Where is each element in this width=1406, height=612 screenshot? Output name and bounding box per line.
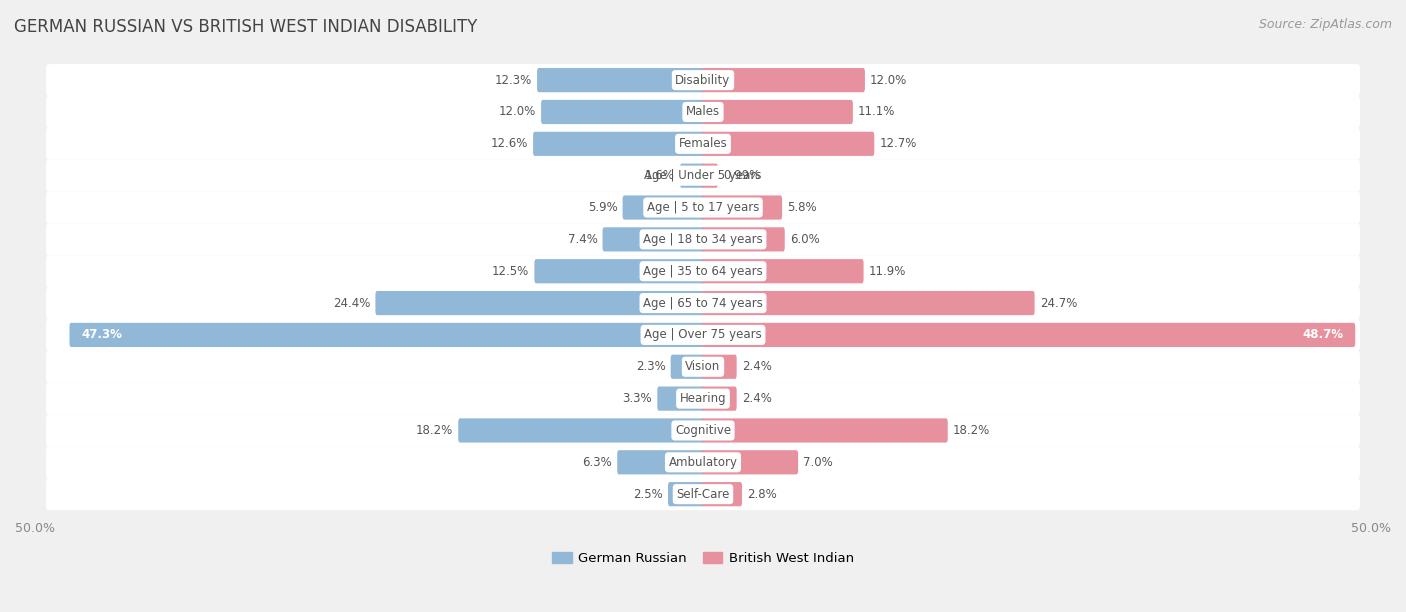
FancyBboxPatch shape [702,132,875,156]
FancyBboxPatch shape [702,259,863,283]
Text: 12.3%: 12.3% [495,73,531,87]
Text: 2.3%: 2.3% [636,360,665,373]
FancyBboxPatch shape [46,255,1360,287]
FancyBboxPatch shape [46,478,1360,510]
Text: 12.6%: 12.6% [491,137,529,151]
FancyBboxPatch shape [702,291,1035,315]
FancyBboxPatch shape [69,323,704,347]
Text: 5.8%: 5.8% [787,201,817,214]
FancyBboxPatch shape [603,227,704,252]
FancyBboxPatch shape [534,259,704,283]
Text: 47.3%: 47.3% [82,329,122,341]
Text: 1.6%: 1.6% [645,169,675,182]
Text: 18.2%: 18.2% [953,424,990,437]
Text: 2.8%: 2.8% [747,488,778,501]
Text: 11.1%: 11.1% [858,105,896,119]
Text: Hearing: Hearing [679,392,727,405]
Text: 48.7%: 48.7% [1302,329,1343,341]
Text: 12.0%: 12.0% [499,105,536,119]
FancyBboxPatch shape [702,323,1355,347]
Text: Cognitive: Cognitive [675,424,731,437]
FancyBboxPatch shape [702,387,737,411]
FancyBboxPatch shape [702,163,718,188]
Text: Vision: Vision [685,360,721,373]
FancyBboxPatch shape [46,96,1360,128]
Text: 6.0%: 6.0% [790,233,820,246]
Text: 2.5%: 2.5% [633,488,662,501]
Text: 12.0%: 12.0% [870,73,907,87]
FancyBboxPatch shape [375,291,704,315]
Text: Age | Under 5 years: Age | Under 5 years [644,169,762,182]
FancyBboxPatch shape [46,223,1360,255]
Text: 7.0%: 7.0% [803,456,832,469]
FancyBboxPatch shape [46,319,1360,351]
FancyBboxPatch shape [702,68,865,92]
FancyBboxPatch shape [46,446,1360,479]
Text: Males: Males [686,105,720,119]
FancyBboxPatch shape [46,64,1360,96]
Legend: German Russian, British West Indian: German Russian, British West Indian [551,552,855,565]
FancyBboxPatch shape [46,192,1360,223]
Text: Self-Care: Self-Care [676,488,730,501]
FancyBboxPatch shape [46,382,1360,414]
Text: 2.4%: 2.4% [742,392,772,405]
FancyBboxPatch shape [702,227,785,252]
Text: 7.4%: 7.4% [568,233,598,246]
FancyBboxPatch shape [617,450,704,474]
Text: 24.7%: 24.7% [1039,297,1077,310]
Text: Source: ZipAtlas.com: Source: ZipAtlas.com [1258,18,1392,31]
FancyBboxPatch shape [46,128,1360,160]
Text: 18.2%: 18.2% [416,424,453,437]
Text: Age | 65 to 74 years: Age | 65 to 74 years [643,297,763,310]
Text: 12.5%: 12.5% [492,265,529,278]
FancyBboxPatch shape [702,195,782,220]
FancyBboxPatch shape [46,414,1360,447]
FancyBboxPatch shape [702,100,853,124]
Text: Ambulatory: Ambulatory [668,456,738,469]
Text: 0.99%: 0.99% [723,169,761,182]
Text: 24.4%: 24.4% [333,297,370,310]
FancyBboxPatch shape [46,351,1360,382]
Text: 12.7%: 12.7% [879,137,917,151]
Text: 2.4%: 2.4% [742,360,772,373]
FancyBboxPatch shape [702,482,742,506]
Text: Age | 35 to 64 years: Age | 35 to 64 years [643,265,763,278]
FancyBboxPatch shape [533,132,704,156]
Text: Age | Over 75 years: Age | Over 75 years [644,329,762,341]
FancyBboxPatch shape [458,419,704,442]
Text: Age | 18 to 34 years: Age | 18 to 34 years [643,233,763,246]
FancyBboxPatch shape [671,355,704,379]
Text: 3.3%: 3.3% [623,392,652,405]
Text: 6.3%: 6.3% [582,456,612,469]
FancyBboxPatch shape [702,450,799,474]
Text: 11.9%: 11.9% [869,265,905,278]
FancyBboxPatch shape [702,355,737,379]
FancyBboxPatch shape [668,482,704,506]
FancyBboxPatch shape [537,68,704,92]
FancyBboxPatch shape [702,419,948,442]
FancyBboxPatch shape [46,160,1360,192]
FancyBboxPatch shape [681,163,704,188]
FancyBboxPatch shape [541,100,704,124]
FancyBboxPatch shape [658,387,704,411]
Text: GERMAN RUSSIAN VS BRITISH WEST INDIAN DISABILITY: GERMAN RUSSIAN VS BRITISH WEST INDIAN DI… [14,18,478,36]
FancyBboxPatch shape [623,195,704,220]
FancyBboxPatch shape [46,287,1360,319]
Text: Disability: Disability [675,73,731,87]
Text: Age | 5 to 17 years: Age | 5 to 17 years [647,201,759,214]
Text: 5.9%: 5.9% [588,201,617,214]
Text: Females: Females [679,137,727,151]
